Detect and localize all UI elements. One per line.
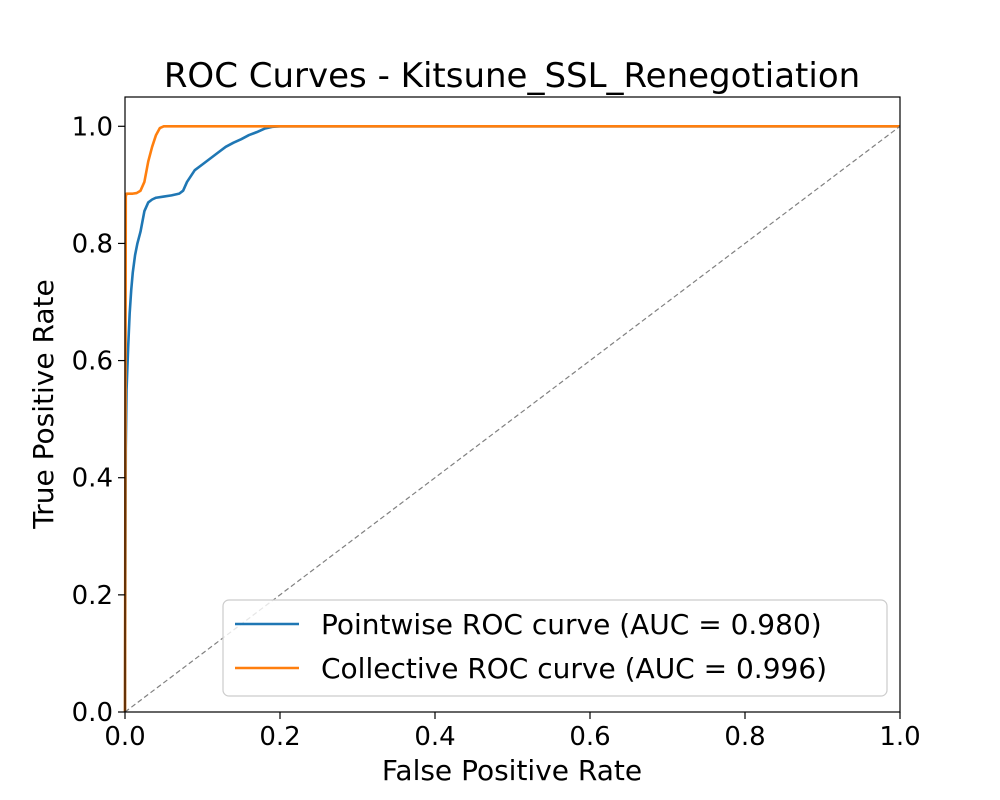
legend-label-1: Pointwise ROC curve (AUC = 0.980) — [321, 608, 822, 641]
y-axis-label: True Positive Rate — [27, 279, 60, 529]
y-tick-label: 0.8 — [72, 229, 113, 259]
x-tick-label: 0.2 — [259, 722, 300, 752]
x-tick-label: 0.8 — [724, 722, 765, 752]
legend: Pointwise ROC curve (AUC = 0.980) Collect… — [222, 599, 888, 697]
series-line-2 — [123, 124, 900, 713]
y-tick-label: 0.4 — [72, 464, 113, 494]
x-tick-label: 1.0 — [879, 722, 920, 752]
y-tick-label: 0.6 — [72, 347, 113, 377]
y-axis-ticks: 0.0 0.2 0.4 0.6 0.8 1.0 — [72, 112, 125, 728]
x-axis-ticks: 0.0 0.2 0.4 0.6 0.8 1.0 — [104, 712, 921, 752]
legend-box — [222, 599, 888, 697]
y-tick-label: 0.0 — [72, 698, 113, 728]
legend-label-2: Collective ROC curve (AUC = 0.996) — [321, 652, 827, 685]
chart-title: ROC Curves - Kitsune_SSL_Renegotiation — [164, 56, 860, 96]
x-axis-label: False Positive Rate — [382, 754, 642, 787]
x-tick-label: 0.6 — [569, 722, 610, 752]
y-tick-label: 1.0 — [72, 112, 113, 142]
x-tick-label: 0.4 — [414, 722, 455, 752]
x-tick-label: 0.0 — [104, 722, 145, 752]
y-tick-label: 0.2 — [72, 581, 113, 611]
plot-frame — [124, 96, 901, 713]
